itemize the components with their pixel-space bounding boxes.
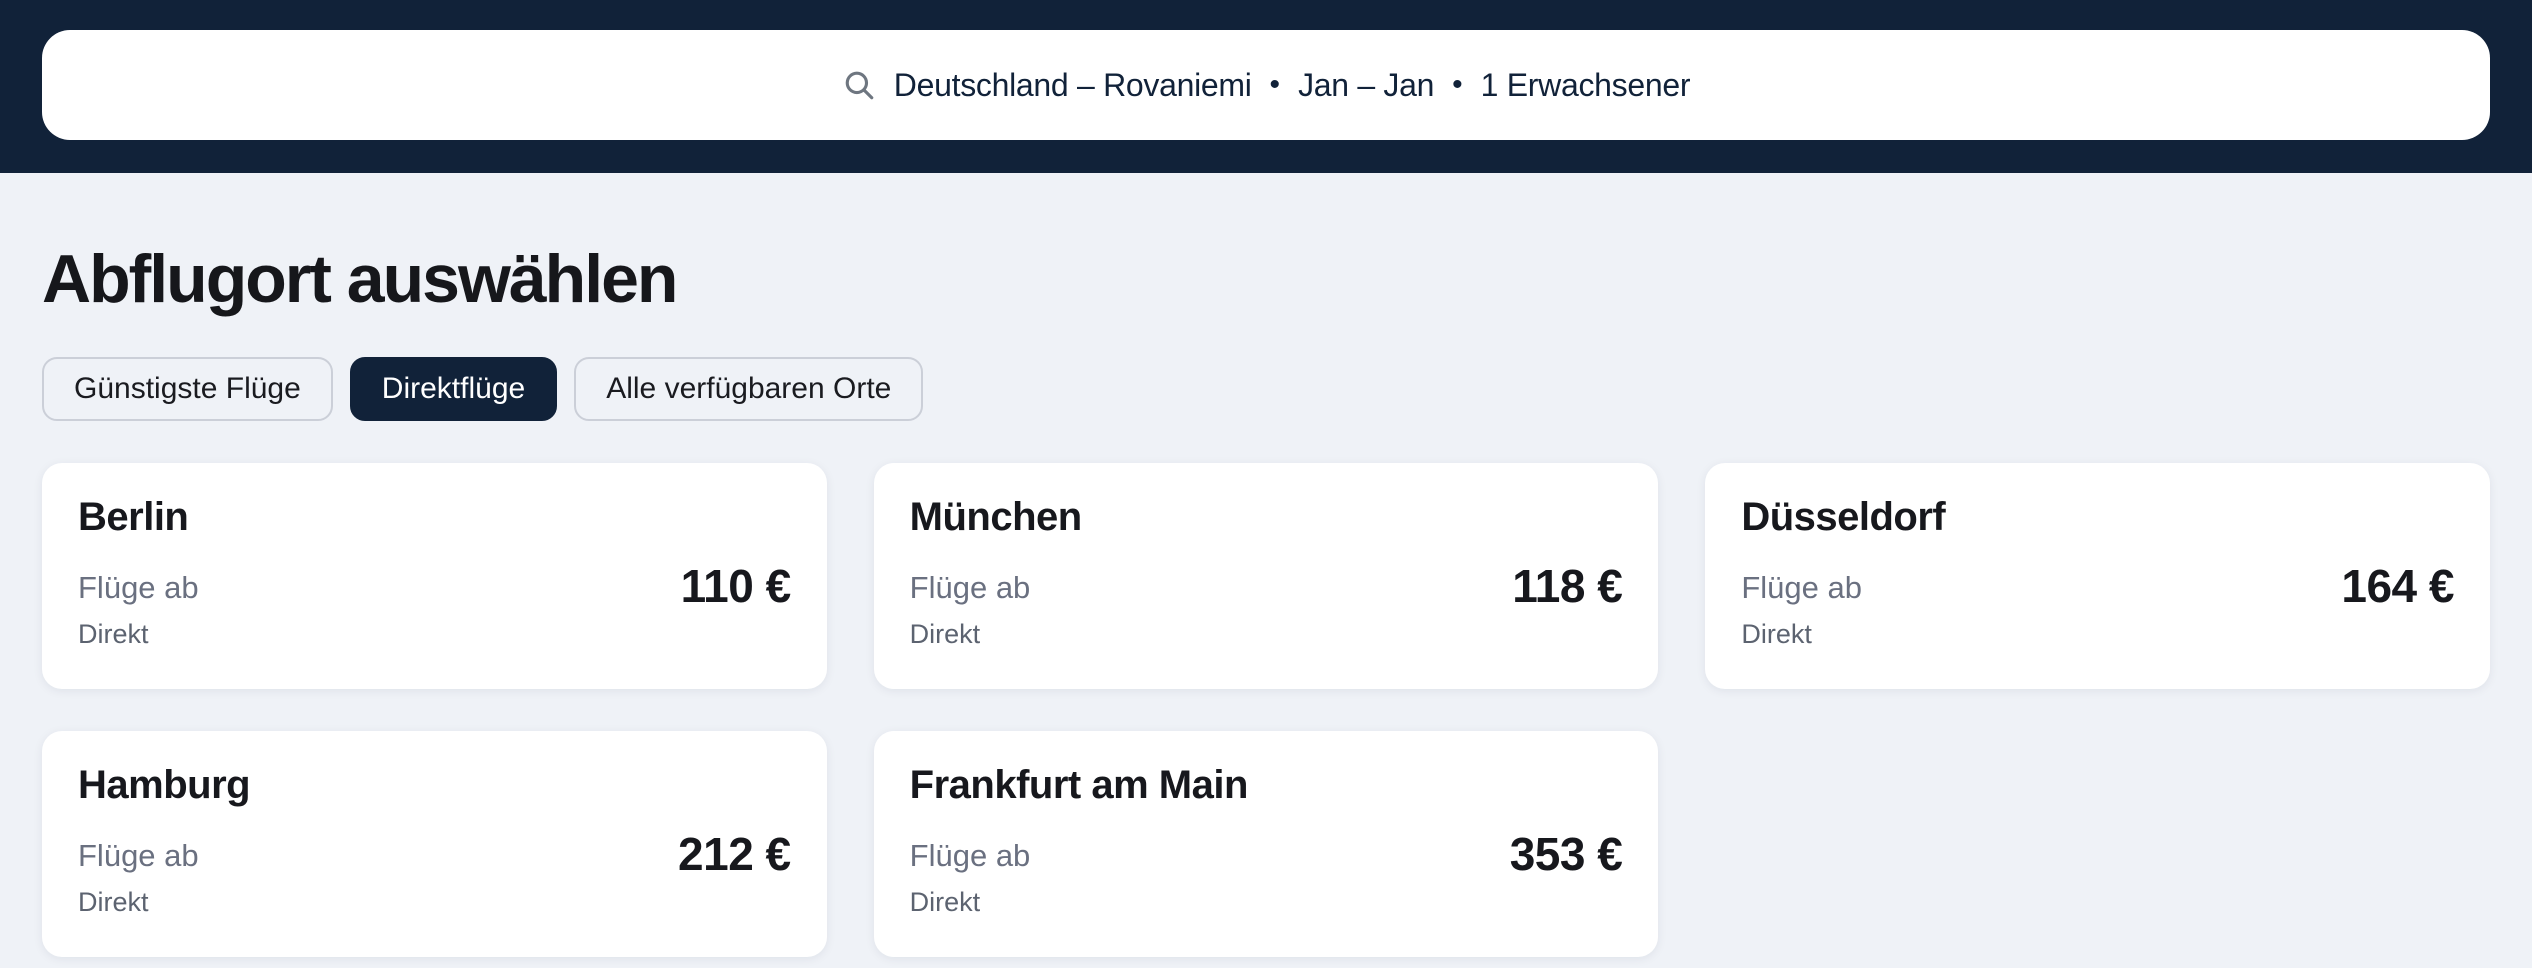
filter-chips: Günstigste Flüge Direktflüge Alle verfüg…	[42, 357, 2490, 421]
search-icon	[845, 71, 874, 100]
search-route: Deutschland – Rovaniemi	[893, 66, 1252, 103]
search-passengers: 1 Erwachsener	[1480, 66, 1691, 103]
card-price: 164 €	[2341, 560, 2454, 612]
card-price: 353 €	[1509, 828, 1623, 880]
departure-card[interactable]: Frankfurt am Main Flüge ab Direkt 353 €	[873, 731, 1659, 957]
filter-chip[interactable]: Direktflüge	[349, 357, 558, 421]
card-flight-type: Direkt	[1741, 619, 1812, 649]
card-details: Flüge ab Direkt 110 €	[78, 563, 791, 651]
departure-card[interactable]: Hamburg Flüge ab Direkt 212 €	[42, 731, 827, 957]
card-city: München	[909, 495, 1083, 539]
card-details-left: Flüge ab Direkt	[910, 569, 1031, 651]
departure-cards: Berlin Flüge ab Direkt 110 € München Flü…	[42, 463, 2490, 957]
search-summary-bar[interactable]: Deutschland – Rovaniemi • Jan – Jan • 1 …	[42, 30, 2490, 140]
card-city: Düsseldorf	[1741, 495, 1946, 539]
departure-card[interactable]: Berlin Flüge ab Direkt 110 €	[42, 463, 827, 689]
card-flight-type: Direkt	[78, 619, 149, 649]
card-flight-type: Direkt	[78, 887, 149, 917]
card-details: Flüge ab Direkt 353 €	[910, 831, 1623, 919]
departure-card[interactable]: München Flüge ab Direkt 118 €	[873, 463, 1659, 689]
card-flight-type: Direkt	[909, 887, 981, 917]
card-details-left: Flüge ab Direkt	[910, 837, 1031, 919]
card-price: 110 €	[680, 560, 792, 612]
card-details-left: Flüge ab Direkt	[78, 837, 199, 919]
filter-chip[interactable]: Alle verfügbaren Orte	[574, 357, 924, 421]
card-details-left: Flüge ab Direkt	[78, 569, 199, 651]
card-details: Flüge ab Direkt 164 €	[1741, 563, 2454, 651]
filter-chip-label: Direktflüge	[381, 372, 526, 405]
filter-chip[interactable]: Günstigste Flüge	[42, 357, 333, 421]
page-title: Abflugort auswählen	[42, 241, 678, 317]
search-dates: Jan – Jan	[1298, 66, 1435, 103]
card-city: Frankfurt am Main	[909, 763, 1249, 807]
card-price: 118 €	[1512, 560, 1623, 612]
card-details: Flüge ab Direkt 212 €	[78, 831, 791, 919]
card-price: 212 €	[678, 828, 791, 880]
card-details: Flüge ab Direkt 118 €	[910, 563, 1623, 651]
app-header: Deutschland – Rovaniemi • Jan – Jan • 1 …	[0, 0, 2532, 173]
main-content: Abflugort auswählen Günstigste Flüge Dir…	[0, 239, 2532, 957]
filter-chip-label: Günstigste Flüge	[74, 372, 301, 405]
card-city: Berlin	[78, 495, 189, 539]
separator-dot: •	[1269, 68, 1281, 101]
card-flight-type: Direkt	[909, 619, 981, 649]
card-details-left: Flüge ab Direkt	[1741, 569, 1862, 651]
separator-dot: •	[1452, 68, 1463, 101]
card-price-label: Flüge ab	[1741, 570, 1862, 605]
card-price-label: Flüge ab	[909, 838, 1031, 873]
card-price-label: Flüge ab	[78, 570, 199, 605]
card-city: Hamburg	[78, 763, 251, 807]
departure-card[interactable]: Düsseldorf Flüge ab Direkt 164 €	[1705, 463, 2490, 689]
filter-chip-label: Alle verfügbaren Orte	[606, 372, 892, 405]
card-price-label: Flüge ab	[909, 570, 1031, 605]
card-price-label: Flüge ab	[78, 838, 199, 873]
